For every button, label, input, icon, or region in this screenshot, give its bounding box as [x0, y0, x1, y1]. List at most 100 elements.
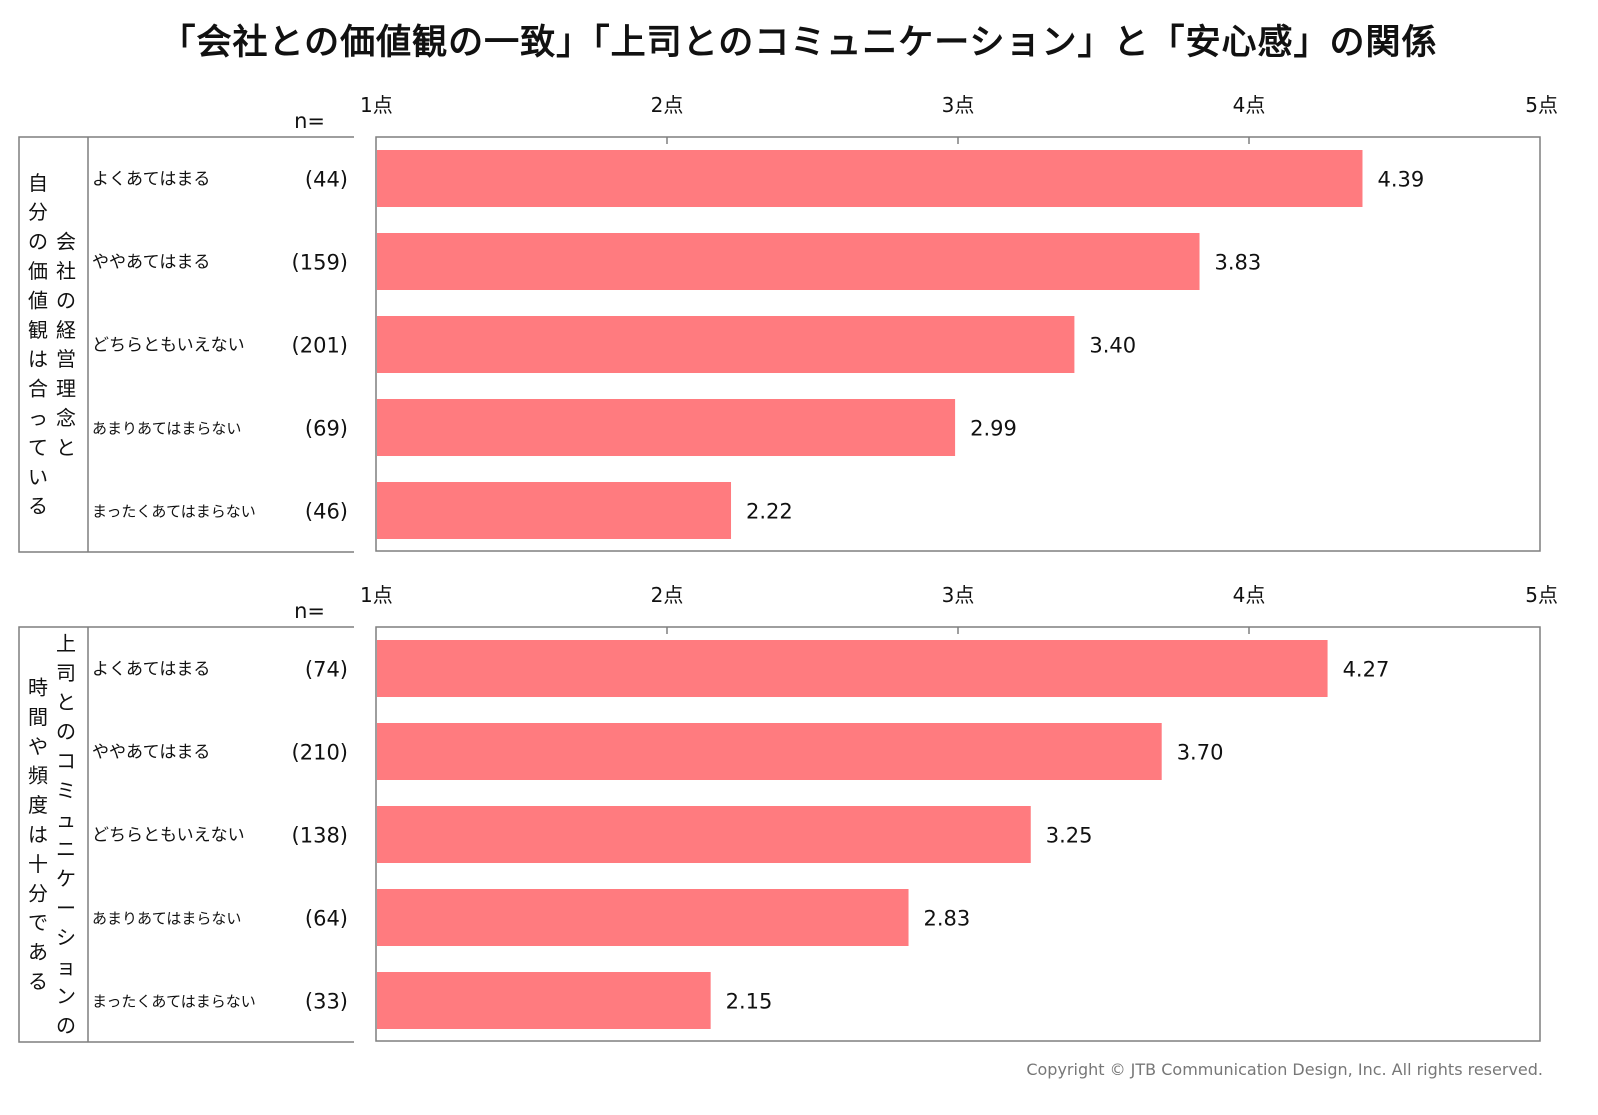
- group-label-char: 間: [28, 705, 48, 729]
- group-label-char: 営: [56, 347, 76, 371]
- category-label: まったくあてはまらない: [92, 503, 256, 521]
- group-label-char: の: [56, 1014, 76, 1038]
- category-label: よくあてはまる: [92, 170, 210, 190]
- bar-value-label: 3.40: [1089, 334, 1136, 358]
- chart-panel-boss-communication: 1点 2点 3点 4点 5点 n= 時間や頻度は十分である上司とのコミュニケーションの 4.2…: [0, 578, 1598, 1058]
- group-label-char: で: [28, 911, 48, 935]
- group-label-char: 頻: [28, 764, 48, 788]
- group-label-char: 念: [56, 406, 76, 430]
- group-label-char: と: [56, 435, 76, 459]
- group-label-char: 合: [28, 377, 48, 401]
- group-label-char: ョ: [56, 955, 76, 979]
- axis-tick-label: 5点: [1525, 93, 1558, 117]
- table-frame: [18, 626, 354, 1043]
- chart-panel-company-values: 1点 2点 3点 4点 5点 n= 自分の価値観は合っている 会社の経営理念と 4.39 よくあて…: [0, 88, 1598, 568]
- sample-size-label: (64): [305, 907, 348, 931]
- group-label-char: っ: [28, 406, 48, 430]
- n-header-label: n=: [294, 599, 325, 623]
- sample-size-label: (33): [305, 990, 348, 1014]
- group-label-char: コ: [56, 749, 76, 773]
- bar-value-label: 4.27: [1343, 658, 1390, 682]
- category-label: あまりあてはまらない: [92, 910, 241, 928]
- group-label-char: や: [28, 734, 48, 758]
- group-label-char: 時: [28, 676, 48, 700]
- group-label-char: は: [28, 347, 48, 371]
- axis-tick-label: 4点: [1233, 583, 1266, 607]
- group-label-char: い: [28, 465, 48, 489]
- axis-tick-label: 3点: [942, 583, 975, 607]
- group-label-char: と: [56, 690, 76, 714]
- category-label: よくあてはまる: [92, 660, 210, 680]
- table-frame: [18, 136, 354, 553]
- bar: [377, 233, 1200, 290]
- group-label-char: の: [28, 230, 48, 254]
- group-label-char: 司: [56, 661, 76, 685]
- group-label-char: 価: [28, 259, 48, 283]
- group-label-char: シ: [56, 925, 76, 949]
- group-label-char: の: [56, 288, 76, 312]
- bar: [377, 806, 1031, 863]
- bar: [377, 316, 1075, 373]
- bar-value-label: 4.39: [1377, 168, 1424, 192]
- bar: [377, 640, 1328, 697]
- bar: [377, 889, 909, 946]
- sample-size-label: (44): [305, 168, 348, 192]
- bar: [377, 972, 711, 1029]
- bar-value-label: 2.15: [726, 990, 773, 1014]
- axis-tick-label: 1点: [360, 93, 393, 117]
- axis-tick-label: 3点: [942, 93, 975, 117]
- bar: [377, 482, 732, 539]
- bar-value-label: 2.83: [924, 907, 971, 931]
- group-label-char: 分: [28, 200, 48, 224]
- group-label-char: ミ: [56, 778, 76, 802]
- group-label-char: あ: [28, 940, 48, 964]
- group-label-char: る: [28, 494, 48, 518]
- group-label-char: 理: [56, 377, 76, 401]
- chart-title: 「会社との価値観の一致」「上司とのコミュニケーション」と「安心感」の関係: [160, 23, 1438, 63]
- group-label-char: て: [28, 435, 48, 459]
- bar: [377, 399, 956, 456]
- group-label-char: 度: [28, 793, 48, 817]
- group-label-char: る: [28, 970, 48, 994]
- group-label-char: 分: [28, 881, 48, 905]
- group-label-char: 観: [28, 318, 48, 342]
- category-label: あまりあてはまらない: [92, 420, 241, 438]
- n-header-label: n=: [294, 109, 325, 133]
- group-label-char: ニ: [56, 837, 76, 861]
- sample-size-label: (138): [292, 824, 348, 848]
- axis-tick-label: 2点: [651, 583, 684, 607]
- group-label-char: ュ: [56, 808, 76, 832]
- sample-size-label: (210): [292, 741, 348, 765]
- sample-size-label: (74): [305, 658, 348, 682]
- category-label: ややあてはまる: [92, 743, 210, 763]
- group-label-char: 会: [56, 230, 76, 254]
- bar: [377, 723, 1162, 780]
- axis-tick-label: 1点: [360, 583, 393, 607]
- group-label-char: 自: [28, 171, 48, 195]
- bar-chart-boss-communication: 1点 2点 3点 4点 5点n=時間や頻度は十分である上司とのコミュニケーションの4.2…: [18, 583, 1558, 1043]
- group-label-char: ケ: [56, 867, 76, 891]
- bar-value-label: 2.99: [970, 417, 1017, 441]
- group-label-char: の: [56, 720, 76, 744]
- bar-value-label: 3.70: [1177, 741, 1224, 765]
- bar-value-label: 3.83: [1215, 251, 1262, 275]
- sample-size-label: (159): [292, 251, 348, 275]
- group-label-char: 十: [28, 852, 48, 876]
- group-label-char: 上: [56, 631, 76, 655]
- axis-tick-label: 2点: [651, 93, 684, 117]
- sample-size-label: (69): [305, 417, 348, 441]
- bar-value-label: 2.22: [746, 500, 793, 524]
- axis-tick-label: 5点: [1525, 583, 1558, 607]
- axis-tick-label: 4点: [1233, 93, 1266, 117]
- group-label-char: ン: [56, 984, 76, 1008]
- copyright-notice: Copyright © JTB Communication Design, In…: [1026, 1060, 1543, 1079]
- sample-size-label: (201): [292, 334, 348, 358]
- sample-size-label: (46): [305, 500, 348, 524]
- category-label: どちらともいえない: [92, 336, 245, 356]
- bar-value-label: 3.25: [1046, 824, 1093, 848]
- category-label: まったくあてはまらない: [92, 993, 256, 1011]
- category-label: ややあてはまる: [92, 253, 210, 273]
- group-label-char: ー: [56, 896, 76, 920]
- group-label-char: は: [28, 823, 48, 847]
